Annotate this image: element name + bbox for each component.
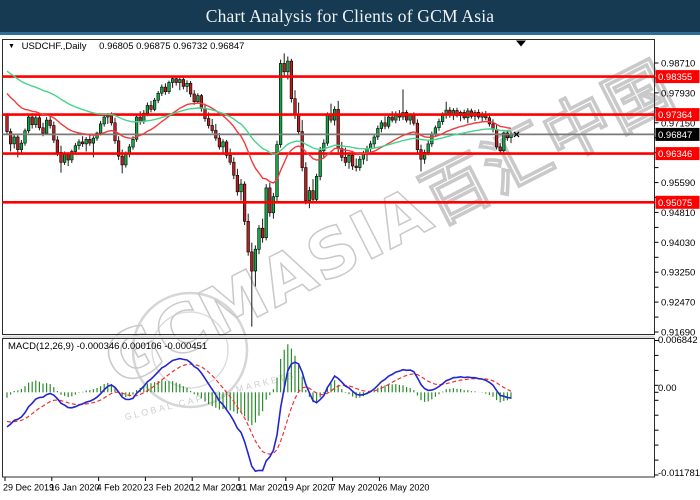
svg-text:0.97364: 0.97364 [658,110,692,121]
svg-text:0.96847: 0.96847 [658,130,692,141]
svg-text:0.98710: 0.98710 [661,59,695,70]
symbol-timeframe-label: USDCHF.,Daily [21,41,87,52]
macd-axis-max: 0.006842 [658,335,698,346]
macd-indicator-label: MACD(12,26,9) -0.000346 0.000106 -0.0004… [8,341,208,352]
chart-header: ▼ USDCHF.,Daily 0.96805 0.96875 0.96732 … [8,41,244,52]
ma-fast-line [6,93,512,184]
ma-slow-line [6,70,512,155]
svg-text:0.98355: 0.98355 [658,72,692,83]
macd-main-line [6,357,512,473]
svg-text:0.93250: 0.93250 [661,268,695,279]
svg-text:26 May 2020: 26 May 2020 [377,483,429,493]
svg-text:29 Dec 2019: 29 Dec 2019 [3,483,54,493]
svg-text:0.91690: 0.91690 [661,328,695,339]
macd-axis-min: -0.011781 [658,468,700,479]
svg-text:0.95590: 0.95590 [661,178,695,189]
svg-text:16 Jan 2020: 16 Jan 2020 [50,483,100,493]
svg-text:0.94030: 0.94030 [661,238,695,249]
price-axis: 0.98710 0.97930 0.97150 0.95590 0.94810 0.940… [654,59,700,339]
svg-text:12 Mar 2020: 12 Mar 2020 [190,483,241,493]
macd-signal-line [6,363,512,455]
svg-text:31 Mar 2020: 31 Mar 2020 [237,483,288,493]
svg-text:0.94810: 0.94810 [661,208,695,219]
panel-borders [2,39,655,478]
svg-text:0.97150: 0.97150 [661,118,695,129]
window-title: Chart Analysis for Clients of GCM Asia [205,5,495,26]
macd-axis-zero: 0.00 [658,383,677,394]
candles [5,53,513,327]
svg-text:0.96346: 0.96346 [658,149,692,160]
title-bar: Chart Analysis for Clients of GCM Asia [0,0,700,35]
svg-text:0.97930: 0.97930 [661,88,695,99]
ohlc-values: 0.96805 0.96875 0.96732 0.96847 [99,41,245,52]
svg-text:19 Apr 2020: 19 Apr 2020 [284,483,333,493]
svg-text:7 May 2020: 7 May 2020 [331,483,378,493]
macd-axis-ticks [654,340,659,476]
svg-text:4 Feb 2020: 4 Feb 2020 [97,483,143,493]
svg-text:0.95075: 0.95075 [658,198,692,209]
symbol-dropdown-icon[interactable]: ▼ [8,43,15,50]
last-price-marker [513,131,520,138]
svg-text:0.92470: 0.92470 [661,298,695,309]
macd-histogram [6,344,512,426]
chart-shift-marker[interactable] [516,40,526,47]
svg-text:23 Feb 2020: 23 Feb 2020 [143,483,194,493]
